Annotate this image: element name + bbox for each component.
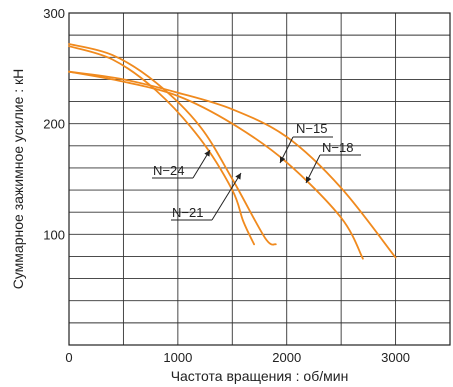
series-line-1: [68, 70, 397, 259]
x-tick-label: 0: [65, 350, 72, 365]
annotations: N−15 N−18 N−21 N−24: [152, 121, 361, 221]
annotation-leader: [211, 172, 242, 221]
series-line-2: [68, 70, 364, 260]
y-tick-label: 300: [43, 6, 65, 21]
annotation-arrowhead: [306, 176, 312, 183]
x-tick-label: 2000: [272, 350, 301, 365]
annotation-label: N−24: [153, 163, 184, 178]
annotation-arrowhead: [204, 150, 210, 157]
series-annotation: N−18: [305, 140, 361, 184]
y-axis-title: Суммарное зажимное усилие : кН: [10, 69, 26, 290]
series-annotation: N−15: [279, 121, 333, 164]
x-axis-title: Частота вращения : об/мин: [171, 368, 349, 384]
annotation-label: N−18: [322, 140, 353, 155]
series-line-3: [68, 43, 277, 246]
series-line-4: [68, 45, 255, 246]
series-annotation: N−21: [171, 172, 242, 221]
series-lines: [68, 43, 397, 260]
annotation-label: N−15: [296, 121, 327, 136]
y-tick-label: 100: [43, 227, 65, 242]
grid: [69, 13, 450, 345]
annotation-arrowhead: [235, 173, 241, 180]
annotation-arrowhead: [280, 156, 286, 163]
x-tick-label: 3000: [381, 350, 410, 365]
y-tick-label: 200: [43, 117, 65, 132]
plot-frame: [68, 12, 451, 346]
series-annotation: N−24: [152, 149, 211, 179]
annotation-label: N−21: [172, 205, 203, 220]
x-tick-label: 1000: [163, 350, 192, 365]
tick-labels: 0 1000 2000 3000 100 200 300: [43, 6, 410, 365]
